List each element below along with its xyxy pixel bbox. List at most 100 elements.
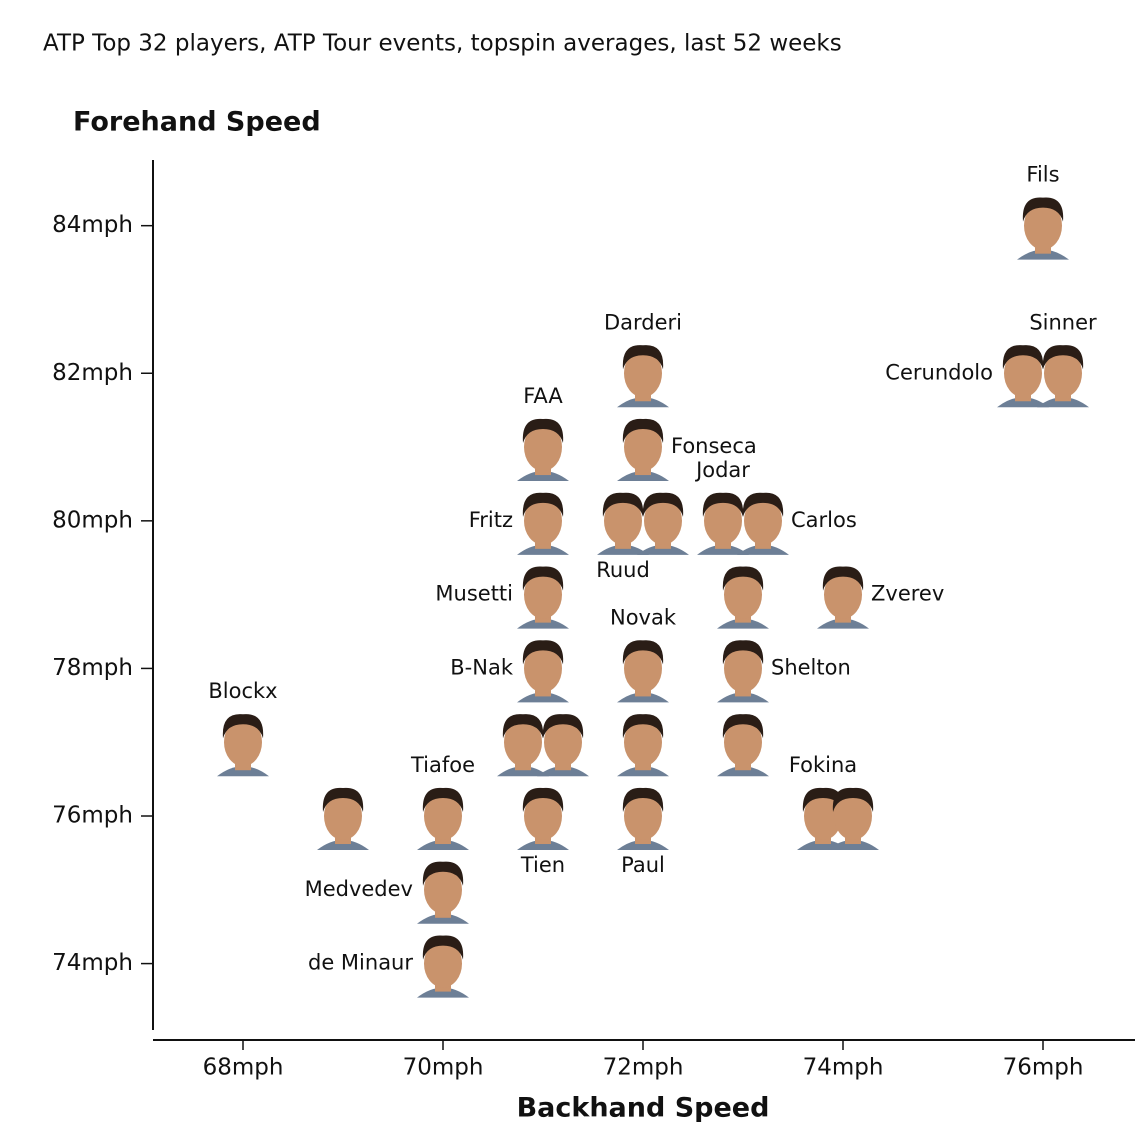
- shoulders: [497, 766, 549, 777]
- shoulders: [317, 840, 369, 851]
- hair: [522, 566, 564, 591]
- shoulders: [617, 471, 669, 482]
- shoulders: [417, 987, 469, 998]
- shoulders: [217, 766, 269, 777]
- face: [544, 718, 582, 767]
- hair: [222, 714, 264, 739]
- player-label: Fonseca: [671, 434, 757, 458]
- hair: [642, 492, 684, 517]
- player-label: FAA: [523, 384, 563, 408]
- hair: [622, 345, 664, 370]
- player-label: B-Nak: [450, 655, 514, 679]
- hair: [702, 492, 744, 517]
- shoulders: [617, 840, 669, 851]
- player-label: Fokina: [789, 753, 857, 777]
- hair: [622, 418, 664, 444]
- shoulders: [1037, 397, 1089, 408]
- y-axis-title: Forehand Speed: [73, 107, 321, 138]
- player-face: [717, 714, 769, 777]
- hair: [522, 418, 564, 444]
- face: [704, 496, 742, 545]
- hair: [802, 787, 844, 813]
- player-face: [317, 787, 369, 851]
- player-face: [717, 566, 769, 629]
- player-face: [597, 492, 649, 555]
- player-label: Carlos: [791, 508, 857, 532]
- player-face: [997, 345, 1049, 408]
- player-face: [517, 492, 569, 555]
- shoulders: [717, 692, 769, 703]
- y-tick-label: 82mph: [52, 360, 133, 386]
- player-face: [537, 714, 589, 777]
- hair: [502, 714, 544, 739]
- hair: [602, 492, 644, 517]
- face: [524, 423, 562, 472]
- player-face: [617, 345, 669, 408]
- player-label: Ruud: [596, 558, 650, 582]
- face: [1024, 201, 1062, 250]
- player-label: Cerundolo: [885, 360, 993, 384]
- x-tick-label: 68mph: [203, 1055, 284, 1081]
- face: [424, 865, 462, 914]
- face: [424, 939, 462, 988]
- shoulders: [697, 544, 749, 555]
- hair: [522, 492, 564, 517]
- face: [524, 792, 562, 841]
- face: [324, 792, 362, 841]
- shoulders: [617, 766, 669, 777]
- shoulders: [817, 618, 869, 629]
- shoulders: [617, 397, 669, 408]
- player-label: de Minaur: [308, 951, 413, 975]
- player-label: Darderi: [604, 310, 682, 334]
- hair: [542, 714, 584, 739]
- player-face: [827, 787, 879, 851]
- face: [724, 570, 762, 619]
- shoulders: [517, 618, 569, 629]
- hair: [522, 787, 564, 813]
- shoulders: [517, 692, 569, 703]
- player-label: Jodar: [694, 458, 750, 482]
- player-face: [717, 640, 769, 703]
- player-label: Tien: [520, 853, 565, 877]
- shoulders: [517, 544, 569, 555]
- face: [724, 718, 762, 767]
- player-face: [1037, 345, 1089, 408]
- face: [824, 570, 862, 619]
- face: [804, 792, 842, 841]
- shoulders: [1017, 249, 1069, 260]
- player-label: Shelton: [771, 655, 851, 679]
- face: [744, 496, 782, 545]
- face: [224, 718, 262, 767]
- player-face: [517, 566, 569, 629]
- hair: [742, 492, 784, 517]
- player-face: [517, 787, 569, 851]
- player-label: Zverev: [871, 582, 944, 606]
- hair: [622, 787, 664, 813]
- hair: [822, 566, 864, 591]
- face: [624, 349, 662, 398]
- player-face: [617, 714, 669, 777]
- shoulders: [737, 544, 789, 555]
- face: [624, 423, 662, 472]
- shoulders: [517, 471, 569, 482]
- shoulders: [537, 766, 589, 777]
- x-tick-label: 76mph: [1003, 1055, 1084, 1081]
- player-face: [617, 640, 669, 703]
- player-label: Medvedev: [305, 877, 413, 901]
- hair: [722, 566, 764, 591]
- hair: [1022, 197, 1064, 222]
- face: [1044, 349, 1082, 398]
- hair: [622, 714, 664, 739]
- hair: [522, 640, 564, 665]
- face: [724, 644, 762, 693]
- face: [624, 644, 662, 693]
- player-face: [697, 492, 749, 555]
- shoulders: [417, 840, 469, 851]
- x-tick-label: 72mph: [603, 1055, 684, 1081]
- chart-subtitle: ATP Top 32 players, ATP Tour events, top…: [43, 31, 842, 57]
- player-face: [217, 714, 269, 777]
- x-axis-title: Backhand Speed: [517, 1093, 770, 1124]
- x-tick-label: 74mph: [803, 1055, 884, 1081]
- face: [1004, 349, 1042, 398]
